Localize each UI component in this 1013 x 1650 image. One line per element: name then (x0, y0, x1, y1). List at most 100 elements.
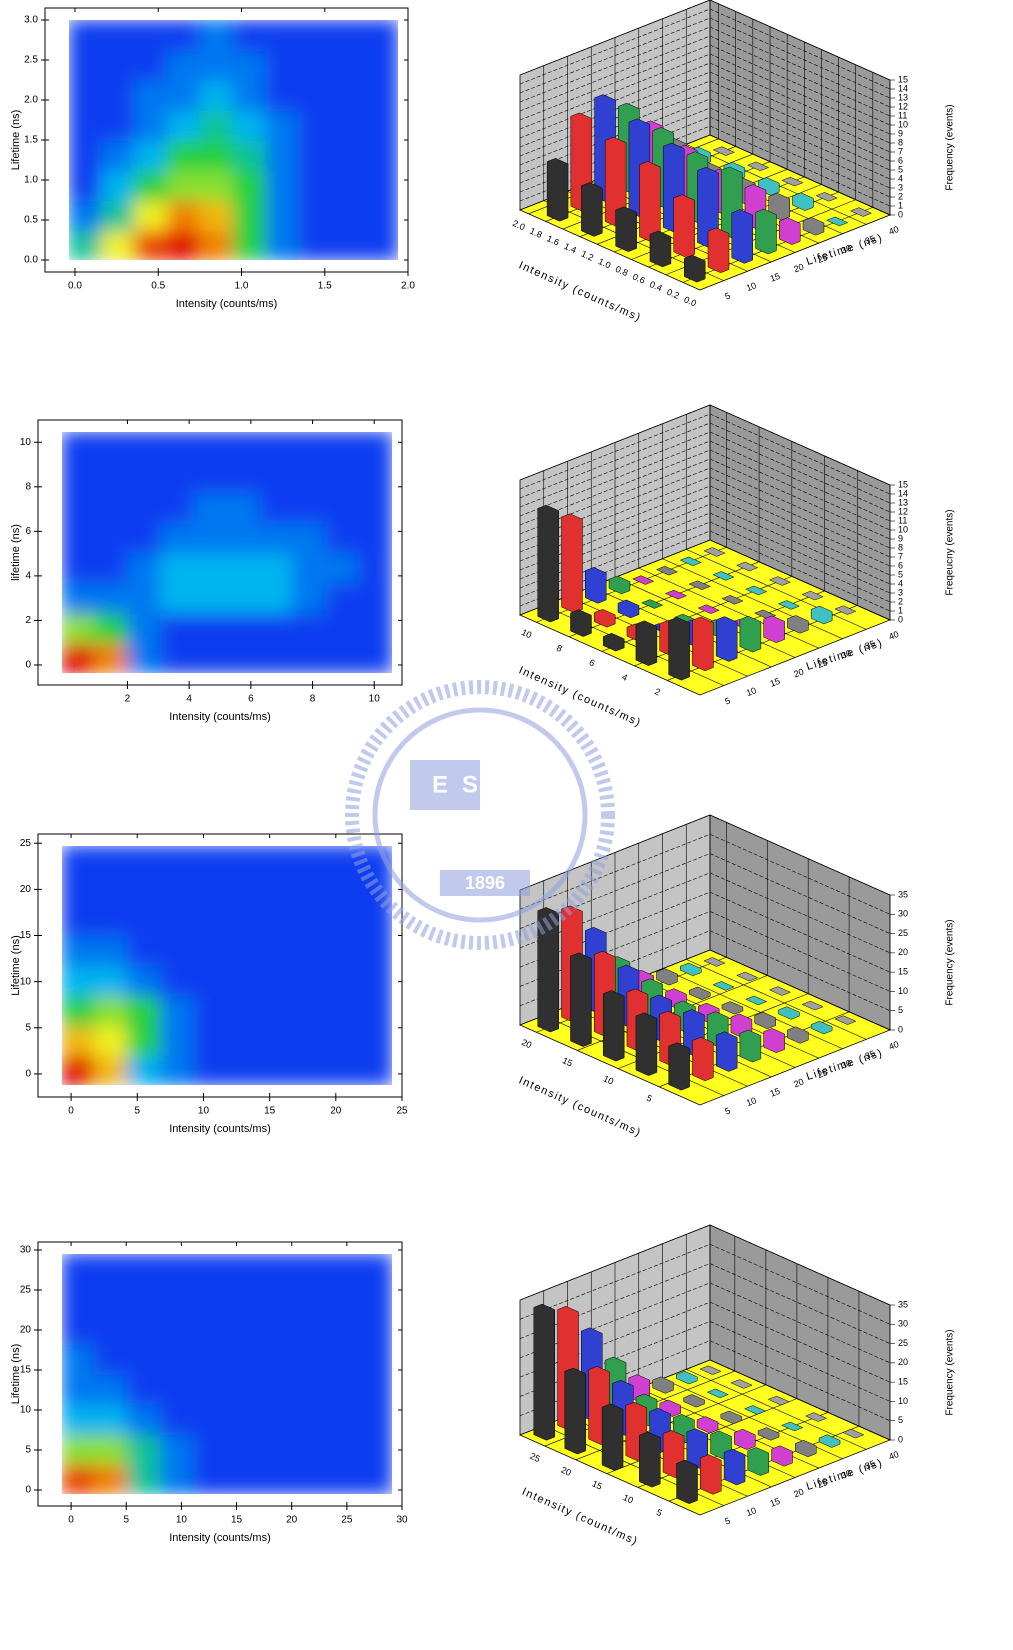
heat-cell (167, 109, 202, 141)
frequency-tick-label: 10 (898, 119, 908, 129)
heat-cell (331, 169, 366, 201)
x-tick-label: 0.5 (151, 281, 165, 292)
heat-cell (226, 582, 261, 614)
heat-cell (265, 229, 300, 261)
heat-cell (61, 1054, 96, 1086)
heat-cell (193, 582, 228, 614)
heat-cell (193, 1403, 228, 1435)
heat-cell (325, 491, 360, 523)
heat-cell (101, 79, 136, 111)
heat-cell (160, 875, 195, 907)
heat-cell (364, 109, 399, 141)
heat-cell (94, 582, 129, 614)
heat-cell (160, 461, 195, 493)
y-tick-label: 20 (20, 884, 32, 895)
heat-cell (68, 79, 103, 111)
heat-cell (127, 1024, 162, 1056)
intensity-axis-title: Intensity (count/ms) (520, 1486, 640, 1548)
heat-cell (101, 19, 136, 51)
heat-cell (94, 552, 129, 584)
bar (740, 616, 761, 652)
heat-cell (94, 1433, 129, 1465)
bar (570, 610, 591, 637)
heat-cell (226, 1343, 261, 1375)
heat-cell (160, 1373, 195, 1405)
heat-cell (94, 994, 129, 1026)
lifetime-tick-label: 15 (769, 1086, 782, 1099)
heat-cell (292, 965, 327, 997)
heat-cell (94, 461, 129, 493)
heat-cell (167, 79, 202, 111)
x-tick-label: 20 (330, 1106, 342, 1117)
heat-cell (265, 169, 300, 201)
heat-cell (358, 521, 393, 553)
frequency-tick-label: 5 (898, 569, 903, 579)
frequency-tick-label: 7 (898, 551, 903, 561)
heat-cell (193, 1343, 228, 1375)
heat-cell (127, 431, 162, 463)
intensity-tick-label: 2.0 (511, 218, 527, 232)
intensity-tick-label: 0.0 (683, 294, 699, 308)
bar (764, 616, 785, 643)
frequency-tick-label: 11 (898, 110, 907, 120)
heat-cell (265, 109, 300, 141)
heat-cell (94, 612, 129, 644)
frequency-tick-label: 10 (898, 1396, 908, 1406)
heat-cell (193, 935, 228, 967)
x-tick-label: 4 (186, 694, 192, 705)
heat-cell (292, 1343, 327, 1375)
heat-cell (358, 1343, 393, 1375)
heat-cell (298, 139, 333, 171)
heat-cell (331, 109, 366, 141)
heat-cell (61, 1403, 96, 1435)
heat-cell (325, 521, 360, 553)
heat-cell (61, 1024, 96, 1056)
x-tick-label: 10 (176, 1515, 188, 1526)
heat-cell (298, 199, 333, 231)
frequency-tick-label: 25 (898, 1338, 908, 1348)
heat-cell (160, 1024, 195, 1056)
frequency-tick-label: 30 (898, 1319, 908, 1329)
heat-cell (233, 109, 268, 141)
lifetime-tick-label: 5 (723, 695, 731, 706)
heat-cell (358, 431, 393, 463)
heat-cell (358, 1403, 393, 1435)
frequency-axis-title: Frequency (events) (945, 104, 956, 190)
intensity-tick-label: 8 (555, 643, 564, 654)
frequency-tick-label: 13 (898, 92, 908, 102)
intensity-tick-label: 10 (602, 1073, 615, 1086)
watermark-letter: E (432, 771, 448, 798)
intensity-tick-label: 6 (588, 657, 597, 668)
heat-cell (127, 612, 162, 644)
bar3d-panel: 510152051015202530354005101520253035Inte… (517, 815, 956, 1139)
y-tick-label: 20 (20, 1325, 32, 1336)
heat-cell (160, 1463, 195, 1495)
bar (716, 617, 737, 662)
lifetime-tick-label: 40 (887, 224, 900, 237)
heat-cell (61, 552, 96, 584)
heat-cell (200, 139, 235, 171)
heat-cell (94, 905, 129, 937)
heatmap-panel: 2468100246810Intensity (counts/ms)lifeti… (10, 420, 402, 723)
heatmap-panel: 051015202530051015202530Intensity (count… (10, 1242, 408, 1544)
heat-cell (259, 1463, 294, 1495)
heat-cell (226, 935, 261, 967)
lifetime-tick-label: 10 (745, 1095, 758, 1108)
heat-cell (364, 19, 399, 51)
heat-cell (127, 845, 162, 877)
bar3d-panel: 51015202551015202530354005101520253035In… (520, 1225, 956, 1548)
heat-cell (101, 49, 136, 81)
heat-cell (68, 199, 103, 231)
y-axis-title: Lifetime (ns) (10, 935, 22, 996)
bar (692, 617, 713, 671)
y-axis-title: lifetime (ns) (10, 524, 22, 581)
heat-cell (61, 582, 96, 614)
frequency-tick-label: 3 (898, 587, 903, 597)
heat-cell (226, 521, 261, 553)
frequency-tick-label: 4 (898, 578, 903, 588)
heat-cell (259, 1283, 294, 1315)
x-tick-label: 0 (68, 1515, 74, 1526)
heat-cell (127, 552, 162, 584)
y-tick-label: 30 (20, 1245, 32, 1256)
heat-cell (331, 139, 366, 171)
